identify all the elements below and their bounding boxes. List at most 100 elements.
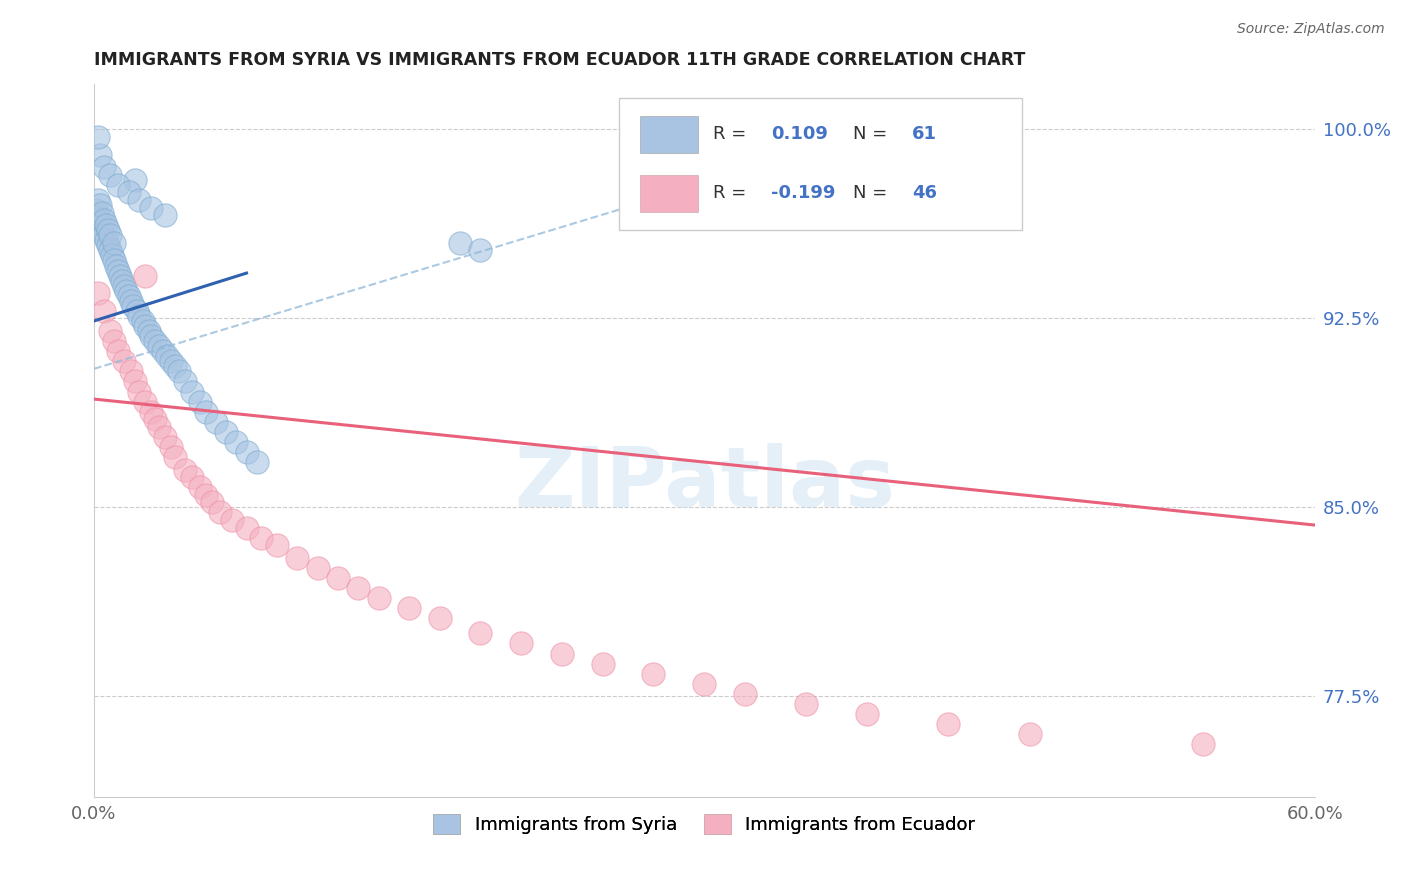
Point — [98, 168, 121, 182]
Point — [152, 344, 174, 359]
Point — [120, 293, 142, 308]
Point — [287, 550, 309, 565]
Point — [856, 706, 879, 721]
Text: Source: ZipAtlas.com: Source: ZipAtlas.com — [1237, 22, 1385, 37]
Point — [470, 244, 492, 258]
Point — [160, 440, 183, 454]
Point — [91, 223, 114, 237]
Point — [194, 405, 217, 419]
Point — [115, 284, 138, 298]
Point — [143, 412, 166, 426]
Point — [84, 203, 107, 218]
Point — [235, 445, 257, 459]
Point — [121, 299, 143, 313]
Point — [169, 364, 191, 378]
Text: 61: 61 — [912, 125, 936, 143]
Point — [93, 161, 115, 175]
Text: N =: N = — [853, 185, 893, 202]
Point — [221, 513, 243, 527]
Point — [124, 375, 146, 389]
Point — [449, 235, 471, 250]
Point — [592, 657, 614, 671]
Point — [91, 205, 114, 219]
Point — [165, 359, 187, 374]
Point — [103, 253, 125, 268]
Point — [194, 488, 217, 502]
Point — [89, 147, 111, 161]
Point — [215, 425, 238, 439]
Point — [174, 462, 197, 476]
Point — [97, 223, 120, 237]
Point — [98, 244, 121, 258]
Point — [139, 329, 162, 343]
FancyBboxPatch shape — [619, 98, 1022, 230]
Point — [367, 591, 389, 606]
Point — [110, 268, 132, 283]
Point — [235, 520, 257, 534]
Point — [107, 178, 129, 192]
Point — [120, 364, 142, 378]
Point — [1191, 737, 1213, 751]
Point — [188, 394, 211, 409]
Point — [97, 238, 120, 252]
Point — [128, 309, 150, 323]
Point — [87, 286, 110, 301]
Point — [103, 334, 125, 348]
Point — [326, 571, 349, 585]
Point — [643, 666, 665, 681]
Point — [188, 480, 211, 494]
Point — [180, 470, 202, 484]
Text: R =: R = — [713, 185, 752, 202]
Point — [153, 208, 176, 222]
Point — [87, 193, 110, 207]
Point — [93, 213, 115, 227]
Point — [125, 304, 148, 318]
Point — [94, 218, 117, 232]
Point — [347, 581, 370, 595]
Point — [693, 677, 716, 691]
Point — [938, 717, 960, 731]
Point — [148, 339, 170, 353]
Point — [734, 687, 756, 701]
Point — [89, 198, 111, 212]
Point — [156, 349, 179, 363]
Point — [148, 419, 170, 434]
Point — [429, 611, 451, 625]
Point — [153, 430, 176, 444]
Point — [201, 495, 224, 509]
Point — [165, 450, 187, 464]
FancyBboxPatch shape — [640, 116, 699, 153]
Point — [87, 211, 110, 225]
Point — [114, 354, 136, 368]
Point — [174, 375, 197, 389]
Text: N =: N = — [853, 125, 893, 143]
Point — [510, 636, 533, 650]
Point — [89, 216, 111, 230]
Point — [103, 235, 125, 250]
Point — [225, 434, 247, 449]
Point — [87, 130, 110, 145]
Point — [93, 228, 115, 243]
Point — [128, 384, 150, 399]
Point — [266, 538, 288, 552]
Point — [180, 384, 202, 399]
Point — [470, 626, 492, 640]
Point — [101, 248, 124, 262]
Point — [794, 697, 817, 711]
Point — [307, 561, 329, 575]
Point — [98, 324, 121, 338]
Point — [94, 233, 117, 247]
Point — [128, 193, 150, 207]
Text: R =: R = — [713, 125, 752, 143]
Point — [117, 186, 139, 200]
Point — [249, 531, 271, 545]
Text: 0.109: 0.109 — [772, 125, 828, 143]
Point — [160, 354, 183, 368]
Point — [107, 344, 129, 359]
Point — [209, 505, 232, 519]
Point — [114, 278, 136, 293]
Point — [107, 263, 129, 277]
Text: 46: 46 — [912, 185, 936, 202]
Point — [246, 455, 269, 469]
Text: IMMIGRANTS FROM SYRIA VS IMMIGRANTS FROM ECUADOR 11TH GRADE CORRELATION CHART: IMMIGRANTS FROM SYRIA VS IMMIGRANTS FROM… — [94, 51, 1025, 69]
